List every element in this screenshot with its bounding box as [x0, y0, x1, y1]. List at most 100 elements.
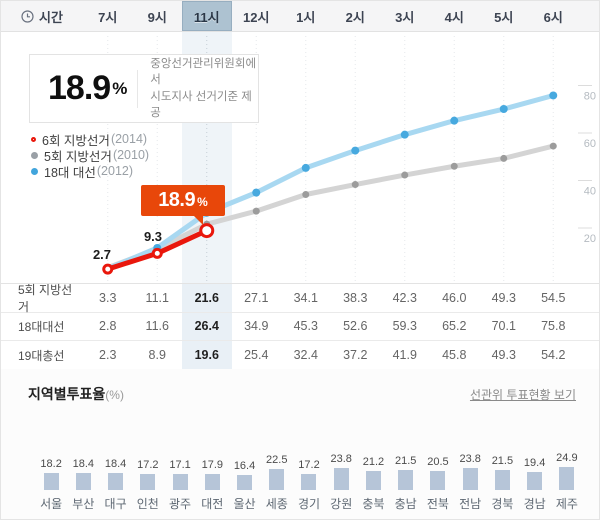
dot-gray-marker-icon: [31, 151, 38, 159]
hour-tab-7시[interactable]: 7시: [98, 9, 118, 25]
region-bar-label: 울산: [233, 497, 256, 511]
region-bar-label: 인천: [136, 497, 159, 511]
region-bar-label: 대구: [104, 497, 127, 511]
table-row-label: 18대대선: [18, 319, 65, 334]
table-cell: 49.3: [491, 290, 516, 305]
region-bar-rect: [43, 473, 59, 490]
region-bar-rect: [75, 473, 91, 490]
svg-text:40: 40: [584, 186, 596, 198]
hour-tab-2시[interactable]: 2시: [345, 9, 365, 25]
hour-tab-6시[interactable]: 6시: [543, 9, 563, 25]
table-rows: 5회 지방선거 3.3 11.1 21.6 27.1 34.1 38.3 42.3 46.0 49…: [1, 283, 599, 370]
table-cell: 54.2: [541, 348, 566, 363]
table-cell: 26.4: [194, 319, 219, 334]
table-cell: 11.6: [145, 319, 169, 334]
region-bar-rect: [430, 471, 446, 490]
table-cell: 45.8: [442, 348, 467, 363]
table-row: 18대대선 2.8 11.6 26.4 34.9 45.3 52.6 59.3 65.2 70.1…: [1, 313, 599, 342]
region-bar-부산: 18.4 부산: [67, 429, 99, 511]
table-cell: 70.1: [491, 319, 516, 334]
region-bar-rect: [365, 470, 381, 490]
regional-title-suffix: (%): [105, 388, 124, 402]
table-cell: 45.3: [293, 319, 318, 334]
region-bar-rect: [462, 468, 478, 490]
region-bar-label: 세종: [265, 497, 288, 511]
region-bar-rect: [527, 472, 543, 490]
callout-pointer: [193, 215, 203, 225]
nec-status-link[interactable]: 선관위 투표현황 보기: [469, 388, 576, 402]
region-bar-대구: 18.4 대구: [99, 429, 131, 511]
region-bar-label: 전남: [459, 497, 482, 511]
region-bar-rect: [559, 467, 575, 490]
table-cell: 27.1: [244, 290, 269, 305]
region-bar-value: 17.9: [201, 458, 223, 471]
region-bar-rect: [140, 474, 156, 490]
table-cell: 75.8: [541, 319, 566, 334]
region-bar-value: 19.4: [523, 457, 546, 470]
table-cell: 38.3: [343, 290, 368, 305]
region-bar-label: 전북: [426, 497, 449, 511]
time-header-label: 시간: [1, 1, 83, 31]
svg-text:20: 20: [584, 233, 596, 245]
region-bar-label: 경남: [523, 497, 546, 511]
hour-tab-3시[interactable]: 3시: [395, 9, 415, 25]
callout-value: 18.9: [158, 189, 196, 211]
infobox-divider: [137, 69, 139, 108]
region-bar-value: 17.2: [137, 459, 159, 472]
region-bar-value: 21.5: [491, 455, 514, 468]
region-bar-value: 21.5: [394, 455, 417, 468]
table-cell: 41.9: [392, 348, 417, 363]
regional-title: 지역별투표율(%): [28, 386, 124, 402]
table-cell: 37.2: [343, 348, 368, 363]
table-cell: 21.6: [194, 290, 219, 305]
table-cell: 8.9: [148, 348, 166, 363]
table-cell: 42.3: [392, 290, 417, 305]
table-cell: 3.3: [99, 290, 117, 305]
hour-tab-9시[interactable]: 9시: [147, 9, 167, 25]
region-bar-label: 서울: [40, 497, 63, 511]
region-bar-label: 충북: [362, 497, 385, 511]
hour-tab-4시[interactable]: 4시: [444, 9, 464, 25]
table-cell: 59.3: [392, 319, 417, 334]
table-cell: 49.3: [491, 348, 516, 363]
region-bar-rect: [172, 474, 188, 490]
hour-tab-1시[interactable]: 1시: [296, 9, 316, 25]
legend-item: 18대 대선 (2012): [31, 163, 149, 180]
region-bar-label: 대전: [201, 497, 224, 511]
table-cell: 2.8: [99, 319, 117, 334]
region-bar-value: 24.9: [556, 452, 578, 465]
region-bar-충북: 21.2 충북: [357, 429, 389, 512]
region-bar-rect: [204, 473, 220, 490]
region-bar-울산: 16.4 울산: [228, 429, 260, 511]
table-cell: 25.4: [244, 348, 269, 363]
hour-tab-12시[interactable]: 12시: [243, 9, 270, 25]
hour-tab-5시[interactable]: 5시: [494, 9, 514, 25]
region-bar-value: 16.4: [233, 459, 256, 472]
region-bar-전북: 20.5 전북: [422, 429, 454, 511]
hour-tab-11시[interactable]: 11시: [182, 1, 232, 31]
region-bar-value: 20.5: [427, 456, 449, 469]
ring-red-marker-icon: [31, 136, 36, 142]
region-bar-label: 강원: [330, 497, 353, 511]
table-cell: 34.9: [244, 319, 269, 334]
region-bar-rect: [237, 474, 253, 490]
region-bar-경기: 17.2 경기: [293, 429, 325, 511]
region-bar-label: 충남: [394, 497, 417, 511]
infobox-description: 중앙선거관리위원회에서 시도지사 선거기준 제공: [150, 57, 257, 120]
region-bar-value: 17.1: [169, 459, 191, 472]
region-bar-value: 18.2: [40, 458, 62, 471]
table-cell: 2.3: [99, 348, 117, 363]
region-bar-경남: 19.4 경남: [519, 429, 551, 511]
region-bar-대전: 17.9 대전: [196, 429, 228, 512]
table-highlight-band: [182, 284, 232, 369]
region-bar-rect: [333, 468, 349, 490]
turnout-callout: 18.9 %: [141, 185, 225, 225]
region-bar-rect: [301, 474, 317, 490]
region-bar-충남: 21.5 충남: [390, 429, 422, 511]
region-bar-value: 18.4: [104, 458, 127, 471]
region-bar-인천: 17.2 인천: [132, 429, 164, 511]
point-label-7h: 2.7: [92, 247, 112, 262]
current-turnout-unit: %: [112, 78, 128, 98]
regional-bar-chart: 18.2 서울 18.4 부산 18.4 대구 17.2 인천 17.1 광주 17.9 대전 16.4…: [35, 429, 583, 512]
table-cell: 11.1: [145, 290, 169, 305]
